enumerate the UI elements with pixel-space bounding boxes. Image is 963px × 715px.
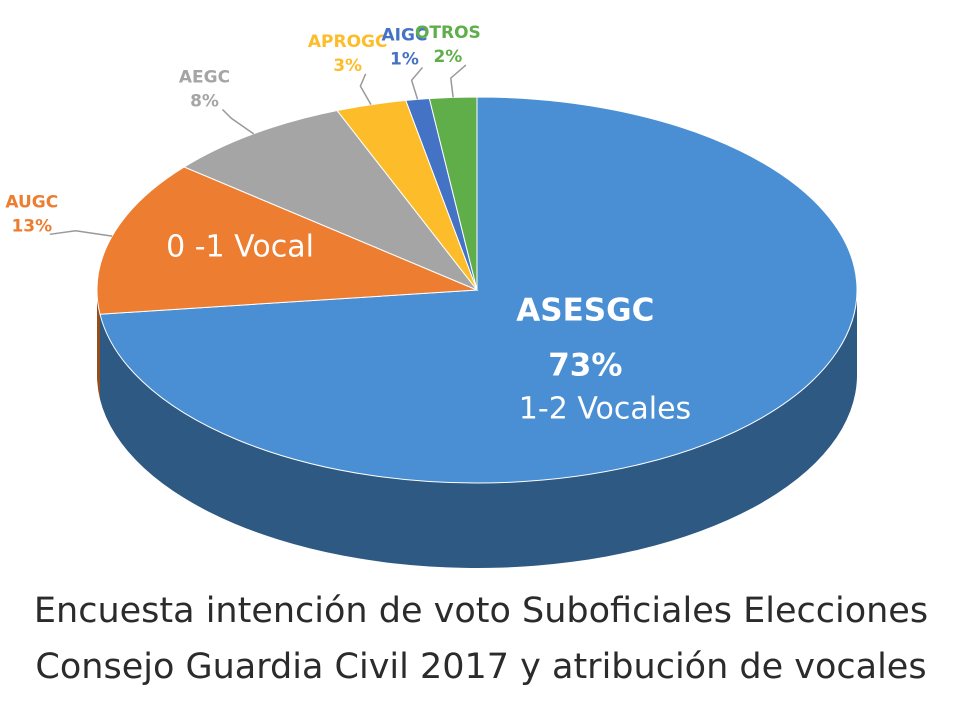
slice xyxy=(183,110,479,292)
value-label: 2% xyxy=(433,47,462,67)
chart-title: Consejo Guardia Civil 2017 y atribución … xyxy=(35,647,926,687)
leader-line xyxy=(221,108,255,135)
slice-label: ASESGC xyxy=(516,293,654,329)
annotation: 1-2 Vocales xyxy=(519,392,691,427)
value-label: 1% xyxy=(390,49,419,69)
chart-title: Encuesta intención de voto Suboficiales … xyxy=(34,591,928,631)
pie: ASESGC 73% AUGC 13% AEGC 8% APROGC 3% AIGC 1% OTRO… xyxy=(5,23,858,569)
category-label: APROGC xyxy=(308,32,388,52)
category-label: AEGC xyxy=(179,68,230,88)
leader-line xyxy=(49,230,113,237)
category-label: AIGC xyxy=(382,25,428,45)
category-label: AUGC xyxy=(5,192,58,212)
slice-side xyxy=(97,290,100,400)
leader-line xyxy=(410,66,424,100)
slice xyxy=(99,96,858,484)
value-label: 8% xyxy=(190,92,219,112)
slice xyxy=(96,166,478,315)
annotation: 0 -1 Vocal xyxy=(166,230,314,265)
slice-side xyxy=(99,290,858,569)
leader-line xyxy=(359,73,372,106)
value-label: 13% xyxy=(11,216,52,236)
leader-line xyxy=(449,64,467,98)
value-label: 3% xyxy=(333,56,362,76)
category-label: OTROS xyxy=(415,23,481,43)
value-label: 73% xyxy=(548,348,622,384)
